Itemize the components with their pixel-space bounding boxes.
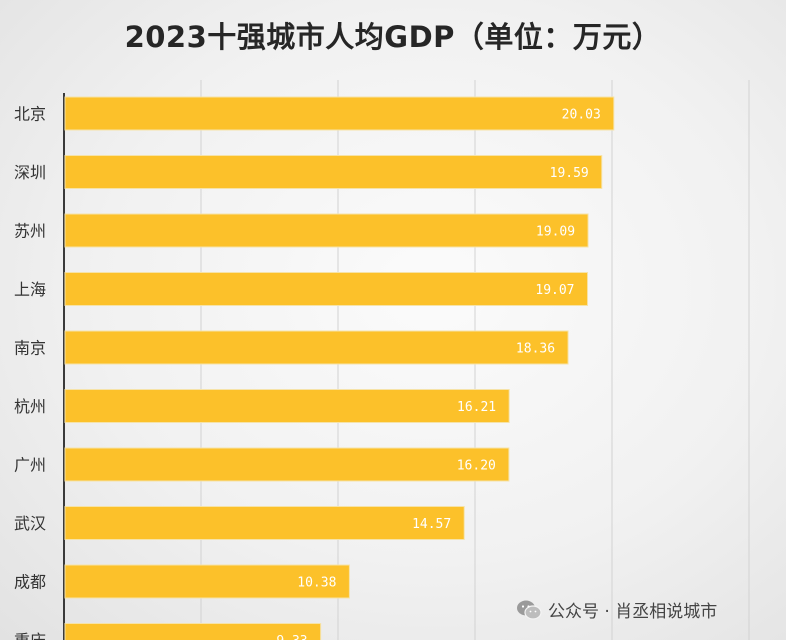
chart-title: 2023十强城市人均GDP（单位：万元） xyxy=(124,20,662,54)
value-label: 16.20 xyxy=(457,459,496,474)
wechat-icon xyxy=(517,600,542,620)
watermark-text: 公众号 · 肖丞相说城市 xyxy=(548,602,718,622)
value-label: 14.57 xyxy=(412,517,451,532)
category-label: 南京 xyxy=(14,339,46,358)
bars: 北京 20.03 深圳 19.59 苏州 19.09 上海 19.07 南京 18.36 杭州 16.… xyxy=(14,96,615,640)
value-label: 9.33 xyxy=(276,634,307,640)
bar-2 xyxy=(64,213,589,248)
category-label: 深圳 xyxy=(14,163,46,182)
watermark: 公众号 · 肖丞相说城市 xyxy=(516,597,717,622)
value-label: 19.09 xyxy=(536,225,575,240)
value-label: 18.36 xyxy=(516,342,555,357)
value-label: 19.07 xyxy=(535,283,574,298)
category-label: 重庆 xyxy=(14,631,46,640)
bar-8 xyxy=(64,564,350,599)
bar-6 xyxy=(64,447,510,482)
category-label: 杭州 xyxy=(14,397,46,416)
bar-7 xyxy=(64,506,465,540)
bar-4 xyxy=(64,330,569,365)
value-label: 19.59 xyxy=(550,166,589,181)
category-label: 武汉 xyxy=(14,514,46,533)
category-label: 上海 xyxy=(14,280,46,299)
bar-1 xyxy=(64,155,603,189)
value-label: 20.03 xyxy=(562,108,601,123)
bar-9 xyxy=(64,623,322,640)
bar-3 xyxy=(64,272,589,306)
value-label: 10.38 xyxy=(297,576,336,591)
category-label: 成都 xyxy=(14,573,46,592)
value-label: 16.21 xyxy=(457,400,496,415)
bar-0 xyxy=(64,96,615,131)
bar-5 xyxy=(64,389,510,423)
category-label: 广州 xyxy=(14,456,46,475)
category-label: 苏州 xyxy=(14,222,46,241)
category-label: 北京 xyxy=(14,105,46,124)
